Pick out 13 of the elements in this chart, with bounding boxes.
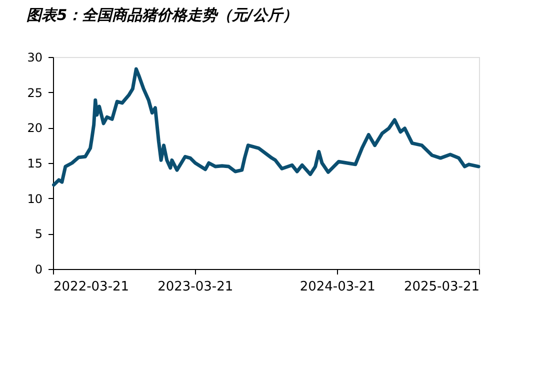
y-tick-label: 20 — [27, 121, 42, 136]
line-series — [52, 67, 480, 187]
y-tick-label: 15 — [27, 156, 42, 170]
x-tick-label: 2025-03-21 — [404, 280, 480, 294]
y-tick-label: 10 — [27, 192, 42, 206]
x-tick-label: 2024-03-21 — [300, 280, 376, 294]
x-tick-label: 2023-03-21 — [158, 280, 234, 294]
y-tick-label: 0 — [34, 262, 42, 276]
chart-title: 图表5：全国商品猪价格走势（元/公斤） — [26, 6, 298, 24]
y-tick-label: 30 — [27, 50, 42, 64]
x-tick-label: 2022-03-21 — [54, 280, 130, 294]
y-tick-label: 5 — [34, 227, 42, 242]
y-tick-label: 25 — [27, 86, 42, 100]
